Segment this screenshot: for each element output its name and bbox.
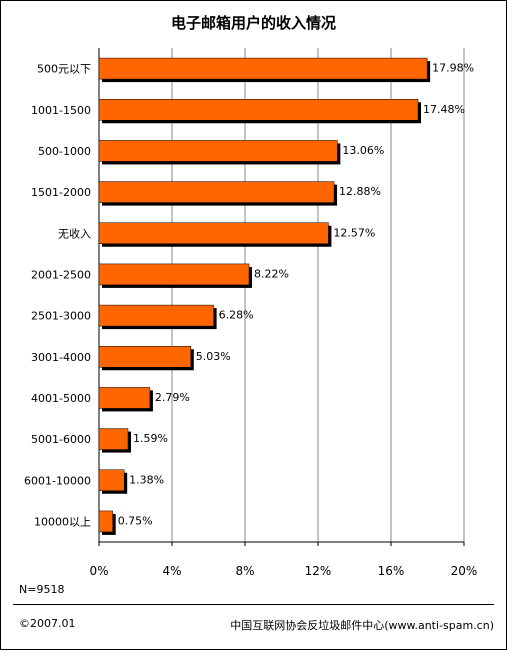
category-label: 1001-1500	[31, 104, 91, 117]
footer-divider	[13, 604, 494, 605]
value-label: 2.79%	[155, 391, 190, 404]
category-label: 无收入	[58, 226, 91, 240]
value-label: 1.59%	[133, 432, 168, 445]
category-label: 2001-2500	[31, 268, 91, 281]
bar	[98, 387, 151, 409]
category-label: 2501-3000	[31, 310, 91, 323]
value-label: 1.38%	[129, 473, 164, 486]
category-label: 6001-10000	[24, 474, 91, 487]
category-label: 500元以下	[37, 63, 91, 76]
bar	[98, 346, 192, 368]
value-label: 13.06%	[342, 144, 384, 157]
category-label: 500-1000	[38, 145, 91, 158]
bar	[98, 140, 338, 162]
chart-title: 电子邮箱用户的收入情况	[170, 14, 336, 32]
value-label: 12.88%	[339, 185, 381, 198]
category-label: 10000以上	[34, 515, 91, 528]
sample-size-note: N=9518	[19, 583, 65, 596]
copyright-text: ©2007.01	[19, 617, 76, 630]
x-tick-label: 8%	[235, 564, 254, 578]
x-tick-label: 16%	[378, 564, 405, 578]
plot-area: 0% 4% 8% 12% 16% 20% 500元以下 17.98% 1001-1500 17.4…	[24, 48, 478, 578]
bar	[98, 99, 419, 121]
bar	[98, 510, 113, 533]
x-tick-label: 0%	[89, 564, 108, 578]
x-tick-label: 20%	[451, 564, 478, 578]
value-label: 17.48%	[423, 103, 465, 116]
category-label: 1501-2000	[31, 186, 91, 199]
value-label: 6.28%	[219, 309, 254, 322]
category-label: 3001-4000	[31, 351, 91, 364]
value-label: 5.03%	[196, 350, 231, 363]
source-credit: 中国互联网协会反垃圾邮件中心(www.anti-spam.cn)	[230, 619, 494, 632]
bar	[98, 469, 125, 491]
category-label: 5001-6000	[31, 433, 91, 446]
bar	[98, 222, 329, 244]
bar	[98, 181, 335, 203]
category-label: 4001-5000	[31, 392, 91, 405]
value-label: 12.57%	[333, 226, 375, 239]
bar	[98, 263, 250, 286]
x-tick-label: 4%	[162, 564, 181, 578]
x-tick-label: 12%	[305, 564, 332, 578]
bar	[98, 57, 428, 80]
value-label: 8.22%	[254, 267, 289, 280]
bar	[98, 428, 129, 450]
value-label: 0.75%	[118, 514, 153, 527]
value-label: 17.98%	[432, 62, 474, 75]
bar	[98, 304, 214, 327]
